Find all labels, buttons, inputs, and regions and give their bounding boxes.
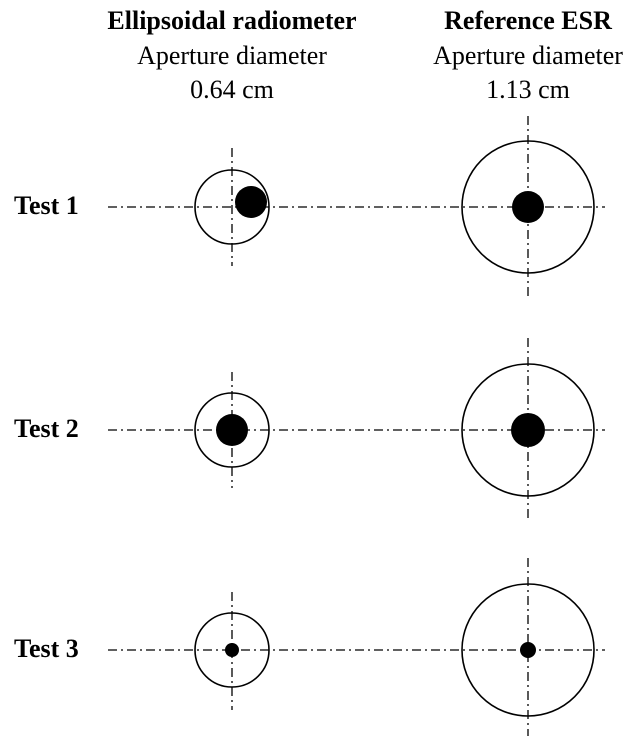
spot — [512, 191, 544, 223]
row-label: Test 1 — [14, 191, 79, 220]
aperture — [194, 612, 270, 688]
column-title: Ellipsoidal radiometer — [107, 6, 356, 35]
spot — [235, 186, 267, 218]
row-label: Test 2 — [14, 414, 79, 443]
column-subtitle: Aperture diameter — [137, 41, 327, 70]
aperture — [194, 169, 270, 245]
spot — [216, 414, 248, 446]
aperture — [194, 392, 270, 468]
aperture — [461, 363, 595, 497]
aperture — [461, 140, 595, 274]
column-size: 1.13 cm — [486, 75, 570, 104]
spot — [520, 642, 536, 658]
aperture — [461, 583, 595, 717]
column-title: Reference ESR — [444, 6, 612, 35]
spot — [511, 413, 545, 447]
row-label: Test 3 — [14, 634, 79, 663]
spot — [225, 643, 239, 657]
column-subtitle: Aperture diameter — [433, 41, 623, 70]
column-size: 0.64 cm — [190, 75, 274, 104]
